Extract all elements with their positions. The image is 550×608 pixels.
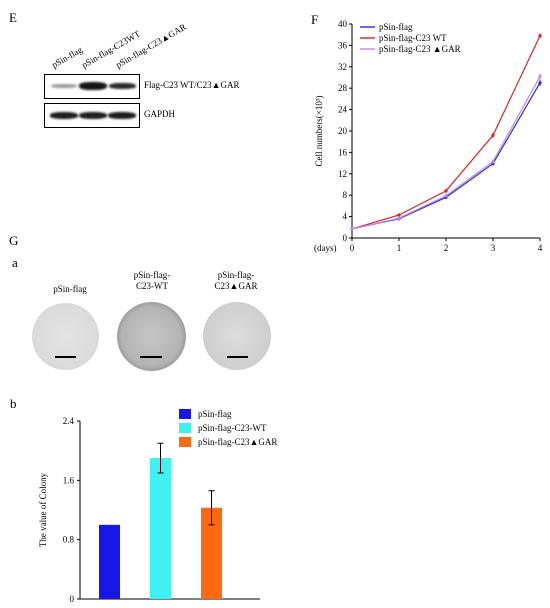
- dish-label-c23gar: pSin-flag- C23▲GAR: [214, 270, 258, 291]
- blot-label-gapdh: GAPDH: [144, 109, 176, 119]
- panel-letter-gb: b: [10, 396, 17, 411]
- data-point: [397, 216, 401, 220]
- legend-entry: pSin-flag-C23-WT: [198, 423, 267, 433]
- colony-dish-c23gar: [203, 302, 271, 370]
- legend-entry: pSin-flag: [379, 22, 413, 32]
- y-tick-label: 32: [338, 62, 347, 72]
- y-tick-label: 24: [338, 105, 348, 115]
- band-gapdh-lane3: [108, 112, 136, 119]
- bar: [99, 524, 120, 599]
- scale-bar-2: [140, 356, 162, 358]
- x-axis-label: (days): [314, 243, 337, 253]
- band-flag-lane3: [109, 83, 136, 89]
- data-point: [491, 133, 495, 137]
- series-line: [351, 82, 541, 230]
- y-tick-label: 36: [338, 40, 348, 50]
- panel-letter-e: E: [9, 10, 17, 25]
- legend-entry: pSin-flag-C23 WT: [379, 33, 447, 43]
- lane-label-psin-flag: pSin-flag: [50, 44, 85, 70]
- legend-swatch: [179, 423, 191, 433]
- gapdh-blot: [44, 103, 140, 128]
- y-tick-label: 1.6: [63, 475, 75, 485]
- data-point: [491, 159, 495, 164]
- scale-bar-1: [55, 356, 76, 358]
- data-point: [444, 189, 448, 193]
- panel-letter-g: G: [9, 233, 19, 248]
- data-point: [538, 34, 542, 38]
- data-point: [538, 74, 542, 79]
- legend-entry: pSin-flag-C23▲GAR: [198, 437, 277, 447]
- bar: [201, 507, 222, 599]
- y-axis-label: Cell numbers(×10³): [314, 95, 324, 166]
- y-tick-label: 4: [343, 212, 348, 222]
- panel-letter-ga: a: [12, 255, 18, 270]
- x-tick-label: 0: [350, 243, 355, 253]
- x-tick-label: 2: [444, 243, 449, 253]
- dish-label-c23wt: pSin-flag- C23-WT: [133, 270, 171, 291]
- y-tick-label: 0.8: [63, 535, 75, 545]
- x-tick-label: 4: [538, 243, 543, 253]
- band-flag-lane1: [51, 84, 77, 88]
- y-tick-label: 0: [70, 594, 75, 604]
- y-tick-label: 8: [343, 190, 348, 200]
- flag-blot: [44, 74, 140, 99]
- band-flag-lane2: [79, 82, 107, 90]
- legend-entry: pSin-flag: [198, 409, 232, 419]
- y-tick-label: 16: [338, 147, 348, 157]
- x-tick-label: 3: [491, 243, 496, 253]
- legend-entry: pSin-flag-C23 ▲GAR: [379, 44, 461, 54]
- colony-bar-chart: 0 0.8 1.6 2.4 The value of Colony pSin-flag pS…: [38, 409, 277, 604]
- band-gapdh-lane1: [50, 112, 78, 119]
- dish-label-psin-flag: pSin-flag: [53, 284, 87, 294]
- y-tick-label: 40: [338, 19, 348, 29]
- scale-bar-3: [227, 356, 248, 358]
- y-axis-label: The value of Colony: [38, 472, 48, 547]
- y-tick-label: 12: [338, 169, 347, 179]
- x-tick-label: 1: [397, 243, 402, 253]
- legend-swatch: [179, 437, 191, 447]
- blot-label-flag: Flag-C23 WT/C23▲GAR: [144, 80, 240, 90]
- data-point: [538, 81, 542, 85]
- data-point: [444, 194, 448, 198]
- data-point: [350, 227, 354, 231]
- bar: [150, 458, 171, 599]
- data-point: [397, 213, 401, 217]
- y-tick-label: 2.4: [63, 416, 75, 426]
- panel-letter-f: F: [311, 12, 319, 27]
- y-tick-label: 28: [338, 83, 348, 93]
- band-gapdh-lane2: [79, 112, 107, 119]
- y-tick-label: 20: [338, 126, 348, 136]
- series-line: [351, 76, 541, 230]
- colony-dish-psin-flag: [32, 303, 99, 370]
- y-tick-label: 0: [343, 233, 348, 243]
- colony-dish-c23wt: [117, 302, 186, 371]
- legend-swatch: [179, 409, 191, 419]
